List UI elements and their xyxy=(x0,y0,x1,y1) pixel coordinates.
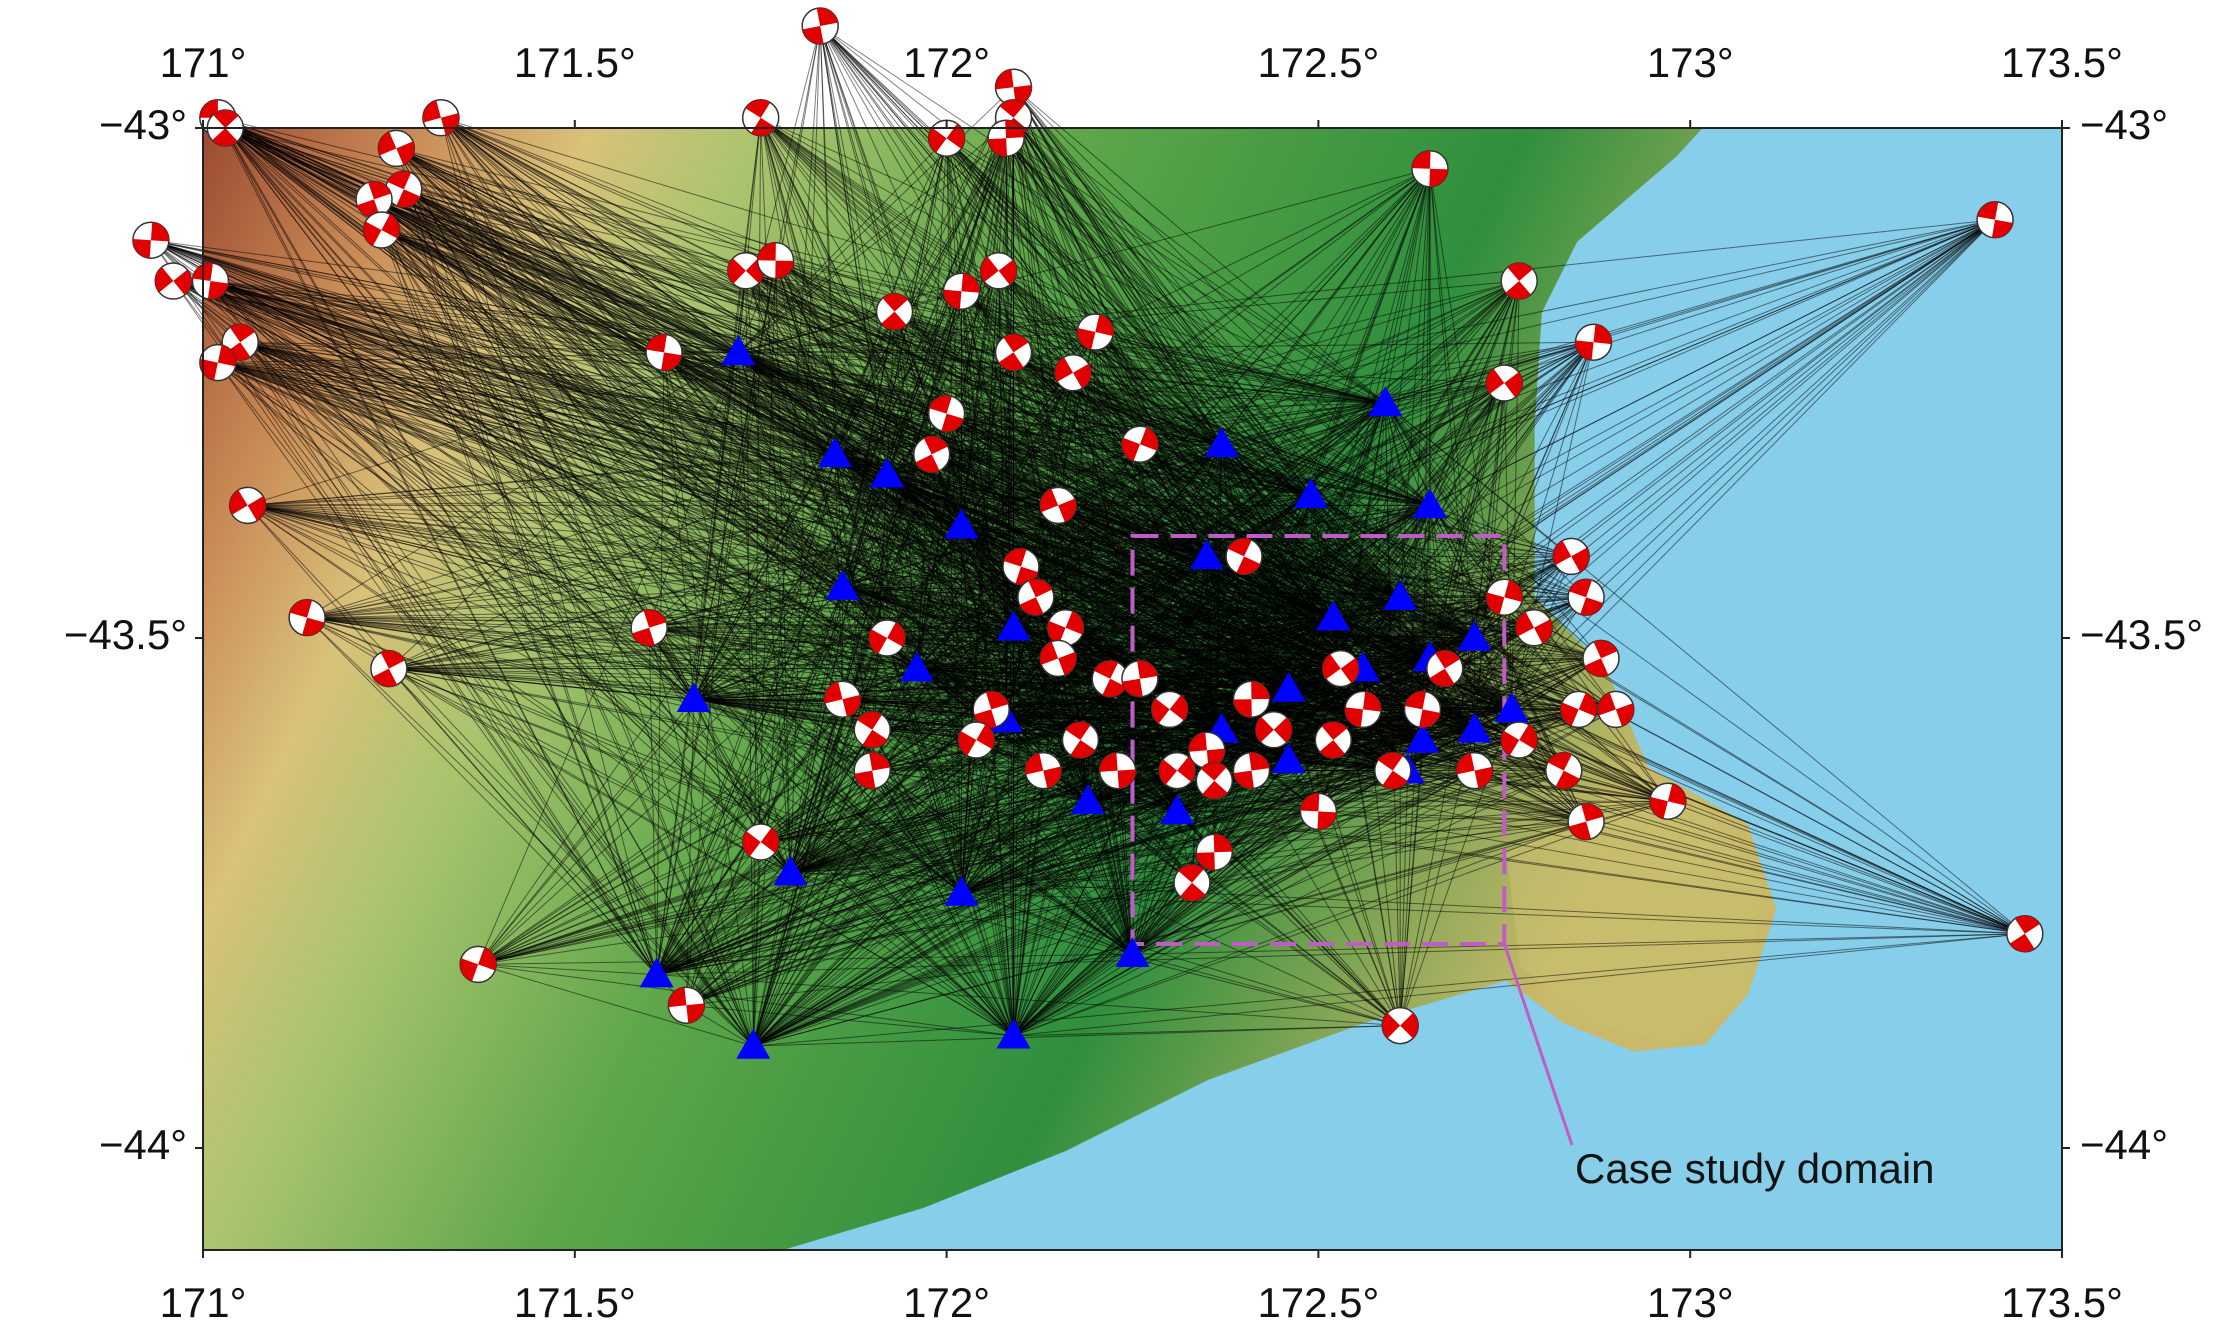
annotation: Case study domain xyxy=(1575,1145,1935,1192)
x-tick-label: 173° xyxy=(1647,39,1734,86)
x-tick-label: 171° xyxy=(160,39,247,86)
event-quadrant xyxy=(151,222,169,241)
map-figure: 171° 171° 171.5° 171.5° 172° 172° 172.5° 172.5°… xyxy=(0,0,2228,1335)
x-tick-label: 172.5° xyxy=(1257,39,1379,86)
y-tick-label: −43° xyxy=(2080,101,2168,148)
x-tick-label: 173.5° xyxy=(2001,39,2123,86)
event-quadrant xyxy=(133,239,151,258)
x-tick-label: 171.5° xyxy=(514,1279,636,1326)
y-tick-label: −43.5° xyxy=(64,611,187,658)
x-tick-label: 171° xyxy=(160,1279,247,1326)
y-tick-label: −43.5° xyxy=(2080,611,2203,658)
x-tick-label: 173° xyxy=(1647,1279,1734,1326)
y-tick-label: −43° xyxy=(99,101,187,148)
x-tick-label: 173.5° xyxy=(2001,1279,2123,1326)
x-tick-label: 171.5° xyxy=(514,39,636,86)
y-tick-label: −44° xyxy=(2080,1121,2168,1168)
x-tick-label: 172° xyxy=(903,1279,990,1326)
x-tick-label: 172.5° xyxy=(1257,1279,1379,1326)
y-tick-label: −44° xyxy=(99,1121,187,1168)
event-quadrant xyxy=(996,69,1014,89)
x-tick-label: 172° xyxy=(903,39,990,86)
